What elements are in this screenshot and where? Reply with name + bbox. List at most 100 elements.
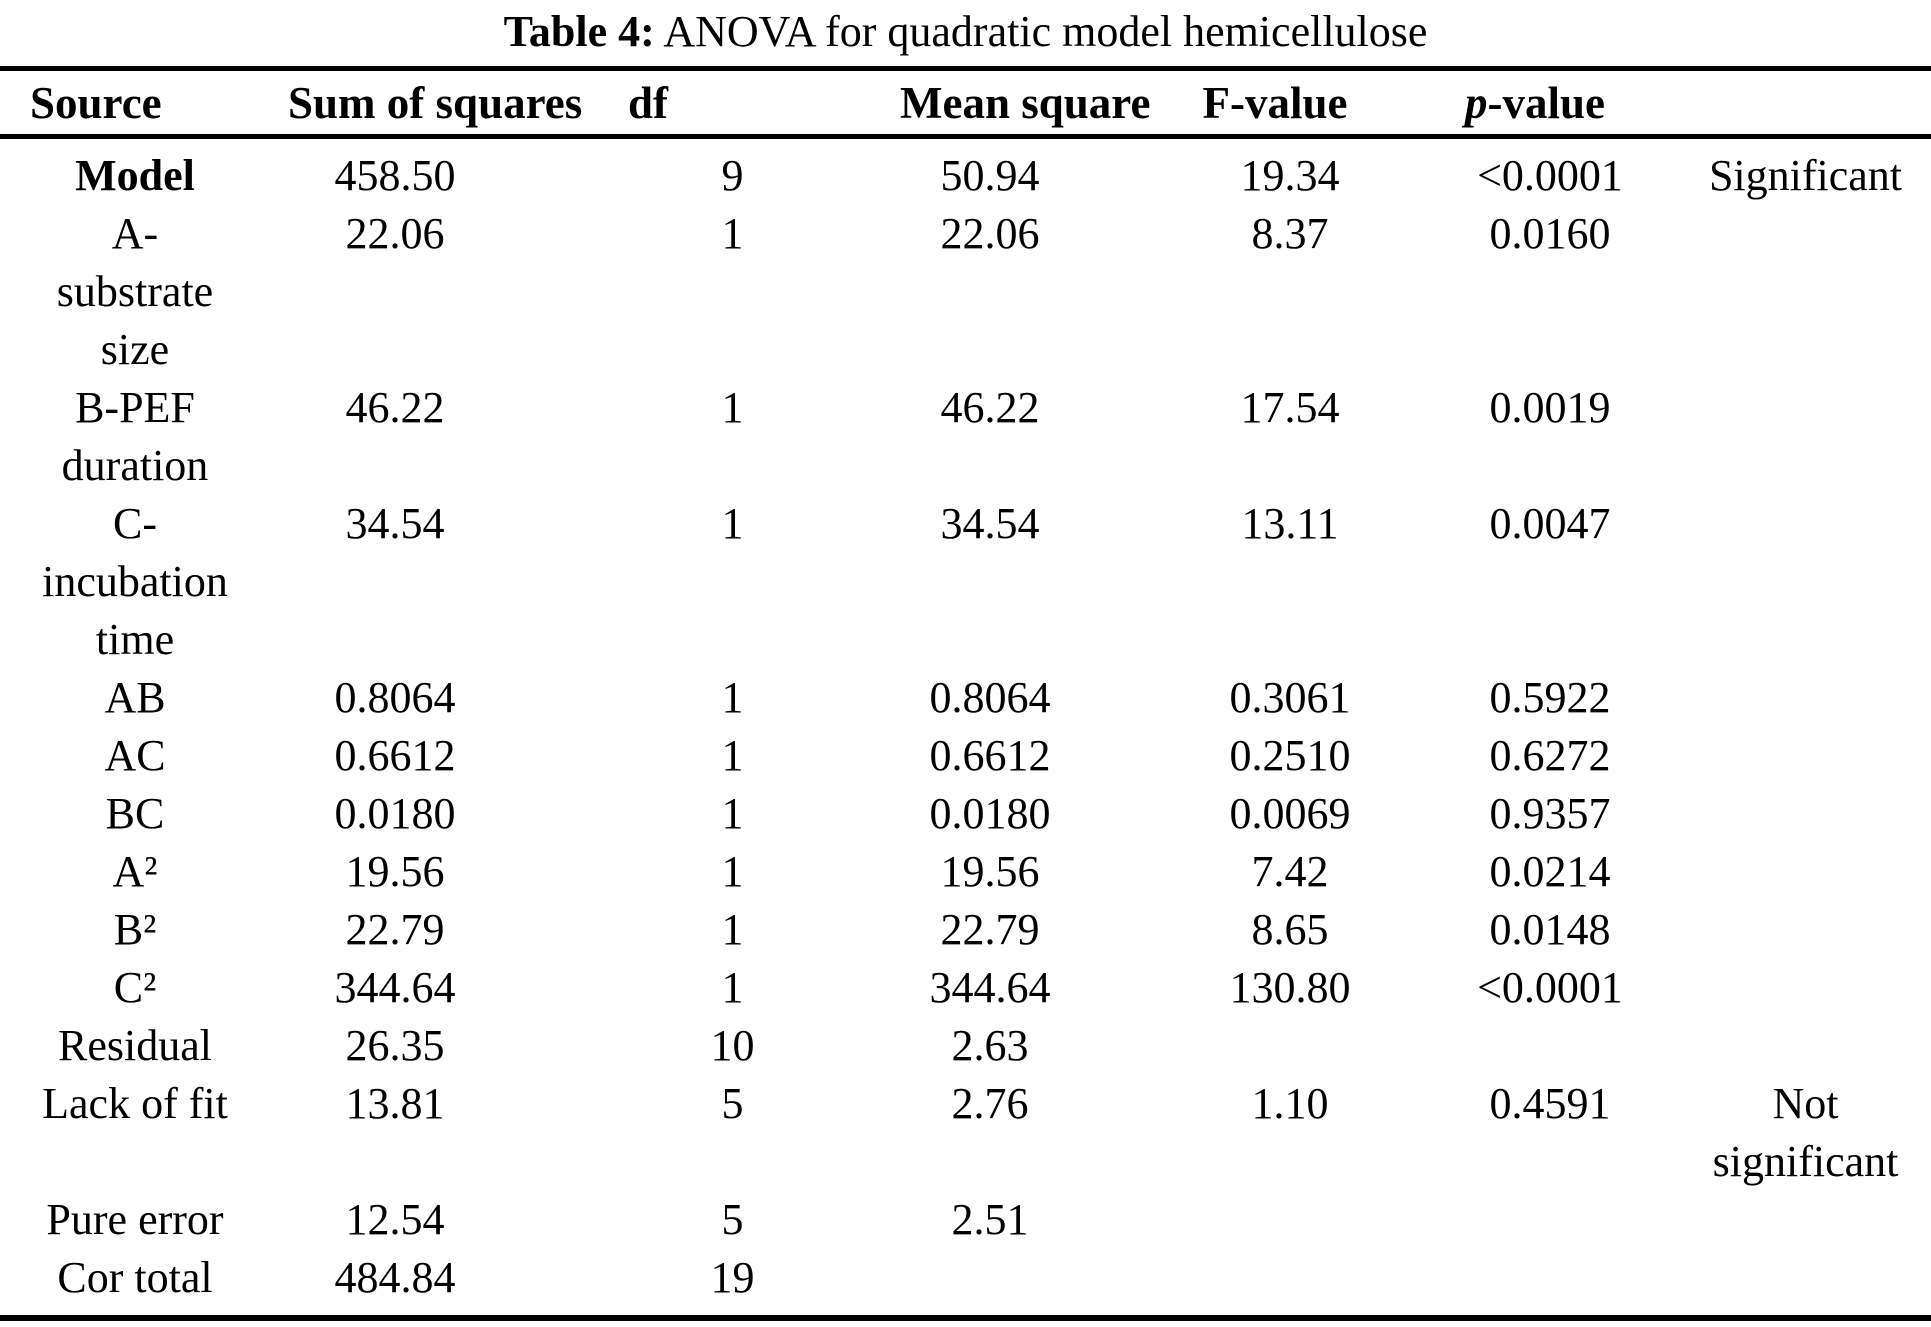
- cell-mean-square: 19.56: [940, 847, 1040, 896]
- cell-df: 1: [721, 847, 744, 896]
- cell-f-value: 7.42: [1251, 847, 1329, 896]
- cell-mean-square: 2.51: [951, 1195, 1029, 1244]
- table-row: A² 19.56 1 19.56 7.42 0.0214: [0, 843, 1931, 901]
- cell-p-value: [1450, 1191, 1650, 1249]
- table-row: A- substrate size 22.06 1 22.06 8.37 0.0…: [0, 205, 1931, 379]
- cell-significance: [1650, 959, 1931, 1017]
- cell-significance: [1650, 495, 1931, 669]
- cell-mean-square: 22.79: [940, 905, 1040, 954]
- cell-df: 19: [710, 1253, 755, 1302]
- cell-p-value: 0.6272: [1489, 731, 1611, 780]
- header-row: Source Sum of squares df Mean square F-v…: [0, 68, 1931, 139]
- cell-sum-of-squares: 344.64: [334, 963, 456, 1012]
- table-caption: Table 4: ANOVA for quadratic model hemic…: [0, 0, 1931, 66]
- cell-sum-of-squares: 0.0180: [334, 789, 456, 838]
- cell-df: 1: [721, 499, 744, 548]
- cell-p-value: 0.0019: [1489, 383, 1611, 432]
- cell-mean-square: 46.22: [940, 383, 1040, 432]
- cell-significance: [1650, 785, 1931, 843]
- col-header-significance: [1650, 68, 1931, 139]
- table-row: Residual 26.35 10 2.63: [0, 1017, 1931, 1075]
- col-header-p-value: p-value: [1450, 68, 1650, 139]
- table-caption-text: ANOVA for quadratic model hemicellulose: [654, 7, 1428, 56]
- col-header-mean-square: Mean square: [900, 68, 1150, 139]
- cell-p-value: [1450, 1249, 1650, 1318]
- cell-df: 1: [721, 963, 744, 1012]
- cell-source: A- substrate size: [56, 209, 214, 374]
- cell-mean-square: 2.63: [951, 1021, 1029, 1070]
- cell-p-value: 0.4591: [1489, 1079, 1611, 1128]
- cell-sum-of-squares: 22.06: [345, 209, 445, 258]
- cell-significance: [1650, 901, 1931, 959]
- cell-significance: Significant: [1708, 151, 1903, 200]
- cell-df: 5: [721, 1079, 744, 1128]
- table-row: Pure error 12.54 5 2.51: [0, 1191, 1931, 1249]
- p-value-italic-p: p: [1465, 77, 1488, 128]
- cell-df: 1: [721, 731, 744, 780]
- table-caption-label: Table 4:: [503, 7, 655, 56]
- cell-sum-of-squares: 34.54: [345, 499, 445, 548]
- cell-f-value: 8.37: [1251, 209, 1329, 258]
- cell-mean-square: 50.94: [940, 151, 1040, 200]
- col-header-source: Source: [0, 68, 270, 139]
- cell-f-value: 8.65: [1251, 905, 1329, 954]
- table-row: Model 458.50 9 50.94 19.34 <0.0001 Signi…: [0, 137, 1931, 206]
- cell-significance: [1650, 1017, 1931, 1075]
- cell-f-value: 1.10: [1251, 1079, 1329, 1128]
- cell-significance: Not significant: [1712, 1079, 1899, 1186]
- cell-significance: [1650, 669, 1931, 727]
- table-row: Cor total 484.84 19: [0, 1249, 1931, 1318]
- cell-source: B²: [113, 905, 157, 954]
- cell-mean-square: 0.0180: [929, 789, 1051, 838]
- table-row: B² 22.79 1 22.79 8.65 0.0148: [0, 901, 1931, 959]
- col-header-sum-of-squares: Sum of squares: [270, 68, 582, 139]
- cell-significance: [1650, 843, 1931, 901]
- table-row: C- incubation time 34.54 1 34.54 13.11 0…: [0, 495, 1931, 669]
- cell-sum-of-squares: 13.81: [345, 1079, 445, 1128]
- cell-df: 10: [710, 1021, 755, 1070]
- cell-significance: [1650, 727, 1931, 785]
- table-row: C² 344.64 1 344.64 130.80 <0.0001: [0, 959, 1931, 1017]
- table-row: Lack of fit 13.81 5 2.76 1.10 0.4591 Not…: [0, 1075, 1931, 1191]
- cell-significance: [1650, 1249, 1931, 1318]
- cell-mean-square: 2.76: [951, 1079, 1029, 1128]
- cell-p-value: <0.0001: [1477, 151, 1623, 200]
- cell-source: Residual: [58, 1021, 212, 1070]
- cell-source: Lack of fit: [42, 1079, 228, 1128]
- cell-source: B-PEF duration: [61, 383, 209, 490]
- cell-source: C²: [113, 963, 157, 1012]
- cell-p-value: 0.0160: [1489, 209, 1611, 258]
- table-row: B-PEF duration 46.22 1 46.22 17.54 0.001…: [0, 379, 1931, 495]
- cell-f-value: [1130, 1017, 1450, 1075]
- cell-df: 1: [721, 789, 744, 838]
- table-row: AC 0.6612 1 0.6612 0.2510 0.6272: [0, 727, 1931, 785]
- cell-p-value: <0.0001: [1477, 963, 1623, 1012]
- cell-df: 9: [721, 151, 744, 200]
- cell-sum-of-squares: 458.50: [334, 151, 456, 200]
- cell-source: AC: [104, 731, 166, 780]
- cell-significance: [1650, 205, 1931, 379]
- cell-f-value: 130.80: [1229, 963, 1351, 1012]
- cell-significance: [1650, 1191, 1931, 1249]
- cell-df: 1: [721, 383, 744, 432]
- cell-sum-of-squares: 46.22: [345, 383, 445, 432]
- cell-source: AB: [104, 673, 166, 722]
- cell-significance: [1650, 379, 1931, 495]
- cell-source: A²: [112, 847, 158, 896]
- anova-table: Source Sum of squares df Mean square F-v…: [0, 66, 1931, 1321]
- cell-mean-square: 0.8064: [929, 673, 1051, 722]
- cell-f-value: 13.11: [1241, 499, 1339, 548]
- cell-p-value: 0.5922: [1489, 673, 1611, 722]
- cell-f-value: [1130, 1249, 1450, 1318]
- cell-mean-square: 22.06: [940, 209, 1040, 258]
- cell-source: Cor total: [57, 1253, 213, 1302]
- cell-p-value: 0.0214: [1489, 847, 1611, 896]
- cell-df: 5: [721, 1195, 744, 1244]
- cell-p-value: [1450, 1017, 1650, 1075]
- cell-f-value: 0.3061: [1229, 673, 1351, 722]
- cell-f-value: 17.54: [1240, 383, 1340, 432]
- cell-f-value: [1130, 1191, 1450, 1249]
- cell-source: Pure error: [46, 1195, 224, 1244]
- cell-sum-of-squares: 0.8064: [334, 673, 456, 722]
